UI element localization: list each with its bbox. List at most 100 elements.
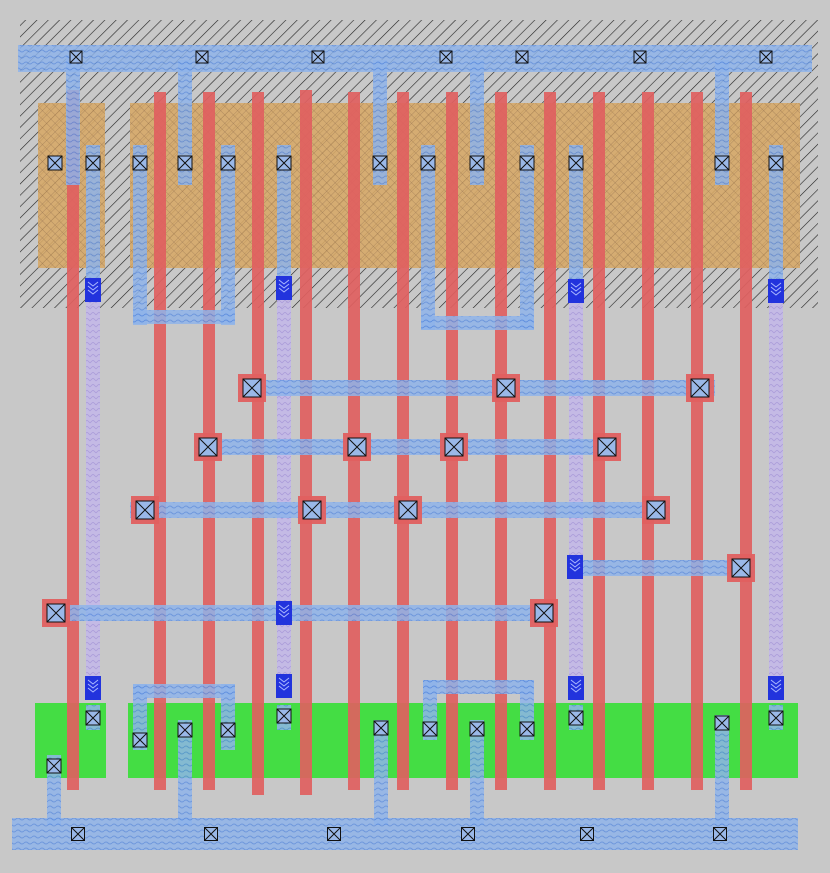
metal1	[42, 605, 558, 621]
contact-cross	[768, 155, 784, 171]
contact-cross	[714, 155, 730, 171]
contact-cross	[568, 155, 584, 171]
contact-cross	[372, 155, 388, 171]
poly-gate	[67, 90, 79, 790]
metal1	[374, 720, 388, 825]
contact-cross	[420, 155, 436, 171]
contact-cross	[46, 758, 62, 774]
metal1	[66, 55, 80, 185]
contact-cross	[597, 437, 617, 457]
metal1	[195, 439, 620, 455]
contact-cross	[135, 500, 155, 520]
metal2-strip	[769, 290, 783, 690]
contact-cross	[398, 500, 418, 520]
contact-cross	[519, 721, 535, 737]
metal1	[178, 60, 192, 185]
metal1	[373, 60, 387, 185]
contact-cross	[633, 50, 647, 64]
metal1	[86, 145, 100, 295]
contact-cross	[469, 155, 485, 171]
via-pattern	[278, 677, 290, 691]
contact-cross	[515, 50, 529, 64]
contact-cross	[46, 603, 66, 623]
contact-cross	[327, 827, 341, 841]
contact-cross	[347, 437, 367, 457]
metal1	[569, 145, 583, 295]
contact-cross	[690, 378, 710, 398]
metal1	[520, 145, 534, 330]
via-pattern	[278, 279, 290, 293]
metal1	[421, 145, 435, 330]
metal1	[769, 145, 783, 295]
via-pattern	[570, 282, 582, 296]
contact-cross	[469, 721, 485, 737]
via-pattern	[87, 281, 99, 295]
via-pattern	[278, 604, 290, 618]
contact-cross	[580, 827, 594, 841]
contact-cross	[568, 710, 584, 726]
contact-cross	[47, 155, 63, 171]
poly-gate	[740, 92, 752, 790]
layers	[12, 45, 812, 850]
via-pattern	[87, 679, 99, 693]
contact-cross	[276, 708, 292, 724]
contact-cross	[198, 437, 218, 457]
contact-cross	[373, 720, 389, 736]
metal1	[470, 720, 484, 825]
metal1	[470, 60, 484, 185]
contact-cross	[534, 603, 554, 623]
contact-cross	[519, 155, 535, 171]
contact-cross	[220, 722, 236, 738]
contact-cross	[713, 827, 727, 841]
ndiff	[128, 703, 798, 778]
contact-cross	[444, 437, 464, 457]
metal1	[178, 720, 192, 825]
via-pattern	[569, 558, 581, 572]
via-pattern	[770, 282, 782, 296]
metal1	[133, 145, 147, 325]
contact-cross	[439, 50, 453, 64]
contact-cross	[242, 378, 262, 398]
metal1	[240, 380, 715, 396]
contact-cross	[276, 155, 292, 171]
contact-cross	[177, 722, 193, 738]
contact-cross	[646, 500, 666, 520]
metal2-strip	[569, 290, 583, 690]
metal2-strip	[277, 290, 291, 690]
via-pattern	[570, 679, 582, 693]
contact-cross	[302, 500, 322, 520]
contact-cross	[461, 827, 475, 841]
contact-cross	[195, 50, 209, 64]
contact-cross	[85, 710, 101, 726]
metal2-strip	[86, 290, 100, 690]
metal1	[277, 145, 291, 295]
metal1	[715, 60, 729, 185]
contact-cross	[69, 50, 83, 64]
contact-cross	[177, 155, 193, 171]
metal1	[221, 145, 235, 325]
metal1	[421, 316, 534, 330]
pdiff-pattern	[130, 103, 800, 268]
metal1	[570, 560, 755, 576]
contact-cross	[132, 732, 148, 748]
contact-cross	[422, 721, 438, 737]
poly-gate	[691, 92, 703, 790]
metal1	[133, 310, 235, 324]
contact-cross	[204, 827, 218, 841]
metal1	[715, 715, 729, 825]
metal1	[18, 45, 812, 72]
contact-cross	[311, 50, 325, 64]
metal1	[133, 684, 235, 698]
metal1	[12, 818, 798, 850]
contact-cross	[496, 378, 516, 398]
contact-cross	[714, 715, 730, 731]
poly-gate	[642, 92, 654, 790]
contact-cross	[220, 155, 236, 171]
contact-cross	[132, 155, 148, 171]
contact-cross	[731, 558, 751, 578]
contact-cross	[85, 155, 101, 171]
contact-cross	[759, 50, 773, 64]
contact-cross	[71, 827, 85, 841]
metal1	[423, 680, 534, 694]
